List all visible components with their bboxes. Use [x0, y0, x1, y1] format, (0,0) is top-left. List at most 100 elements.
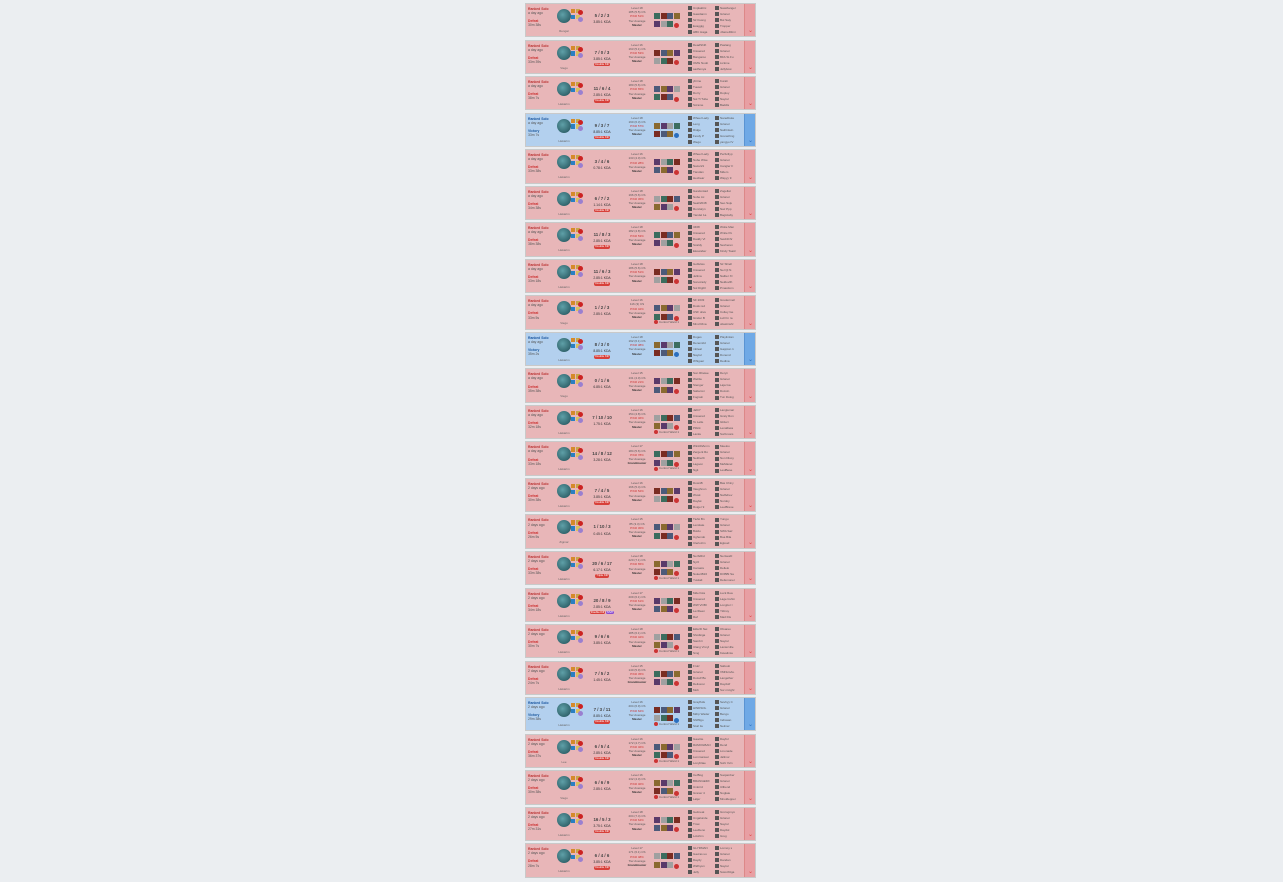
player-entry[interactable]: Lolohim — [688, 833, 715, 839]
player-entry[interactable]: Luck Rea — [715, 590, 742, 596]
smite-spell-icon[interactable] — [575, 703, 580, 708]
player-entry[interactable]: Gredermeil — [715, 297, 742, 303]
item-slot-icon[interactable] — [660, 496, 667, 503]
trinket-icon[interactable] — [673, 644, 679, 650]
flash-spell-icon[interactable] — [571, 812, 576, 817]
item-slot-icon[interactable] — [667, 13, 673, 19]
player-entry[interactable]: Sho/Eiga — [688, 632, 715, 638]
smite-spell-icon[interactable] — [575, 228, 580, 233]
flash-spell-icon[interactable] — [571, 374, 576, 379]
secondary-rune-icon[interactable] — [575, 855, 580, 860]
item-slot-icon[interactable] — [660, 487, 667, 494]
smite-spell-icon[interactable] — [575, 593, 580, 598]
trinket-icon[interactable] — [673, 827, 679, 833]
expand-details-button[interactable]: ⌄ — [744, 734, 755, 768]
secondary-tree-icon[interactable] — [578, 491, 583, 497]
primary-rune-icon[interactable] — [578, 484, 583, 490]
player-entry[interactable]: Cissered — [688, 230, 715, 236]
player-entry[interactable]: Boldu — [688, 528, 715, 534]
player-entry[interactable]: Bas Chiny — [715, 480, 742, 486]
player-entry[interactable]: NaiFinlein — [715, 127, 742, 133]
player-entry[interactable]: Gawdamn — [688, 11, 715, 17]
item-slot-icon[interactable] — [667, 642, 673, 649]
player-entry[interactable]: Sonozady — [688, 279, 715, 285]
primary-rune-icon[interactable] — [578, 229, 583, 235]
flash-spell-icon[interactable] — [571, 556, 576, 562]
secondary-rune-icon[interactable] — [575, 562, 580, 568]
player-entry[interactable]: BFA St.Fu — [715, 54, 742, 60]
item-slot-icon[interactable] — [667, 159, 673, 166]
primary-rune-icon[interactable] — [578, 10, 583, 15]
item-slot-icon[interactable] — [667, 524, 673, 531]
item-slot-icon[interactable] — [654, 670, 660, 677]
smite-spell-icon[interactable] — [575, 520, 580, 525]
item-slot-icon[interactable] — [660, 21, 667, 28]
expand-details-button[interactable]: ⌄ — [744, 296, 755, 329]
item-slot-icon[interactable] — [654, 853, 660, 860]
item-slot-icon[interactable] — [667, 341, 673, 348]
player-entry[interactable]: Ofoareo — [715, 626, 742, 632]
player-entry[interactable]: LeslBese — [715, 467, 742, 473]
player-entry[interactable]: Widhyen — [688, 863, 715, 869]
player-entry[interactable]: Bangaroo — [688, 54, 715, 60]
expand-details-button[interactable]: ⌄ — [744, 807, 755, 841]
player-entry[interactable]: Grianor — [715, 121, 742, 127]
item-slot-icon[interactable] — [673, 13, 680, 19]
flash-spell-icon[interactable] — [571, 630, 576, 635]
player-entry[interactable]: Naltter XI — [715, 273, 742, 279]
secondary-tree-icon[interactable] — [578, 601, 583, 606]
item-slot-icon[interactable] — [667, 57, 673, 64]
expand-details-button[interactable]: ⌄ — [744, 771, 755, 804]
champion-icon[interactable] — [557, 520, 571, 535]
smite-spell-icon[interactable] — [575, 301, 580, 306]
player-entry[interactable]: Mdel Isla — [688, 590, 715, 596]
primary-rune-icon[interactable] — [578, 521, 583, 527]
item-slot-icon[interactable] — [660, 569, 667, 576]
flash-spell-icon[interactable] — [571, 264, 576, 269]
keystone-rune-icon[interactable] — [571, 599, 576, 604]
secondary-tree-icon[interactable] — [578, 674, 583, 680]
secondary-tree-icon[interactable] — [578, 710, 583, 716]
player-entry[interactable]: Jelly — [688, 869, 715, 875]
trinket-icon[interactable] — [673, 352, 679, 358]
item-slot-icon[interactable] — [673, 305, 680, 312]
item-slot-icon[interactable] — [660, 532, 667, 539]
player-entry[interactable]: Vaughnon — [688, 486, 715, 492]
player-entry[interactable]: Langlemar — [715, 407, 742, 413]
player-entry[interactable]: Mdem — [715, 169, 742, 175]
primary-rune-icon[interactable] — [578, 156, 583, 162]
smite-spell-icon[interactable] — [575, 849, 580, 854]
secondary-rune-icon[interactable] — [575, 380, 580, 385]
flash-spell-icon[interactable] — [571, 228, 576, 233]
item-slot-icon[interactable] — [654, 824, 660, 831]
keystone-rune-icon[interactable] — [571, 416, 576, 421]
player-entry[interactable]: Kurali — [715, 78, 742, 84]
keystone-rune-icon[interactable] — [571, 234, 576, 239]
player-entry[interactable]: SotovKliga — [715, 869, 742, 875]
item-slot-icon[interactable] — [654, 341, 660, 348]
item-slot-icon[interactable] — [673, 597, 680, 604]
primary-rune-icon[interactable] — [578, 119, 583, 125]
player-entry[interactable]: Mdrp Wader — [688, 711, 715, 717]
secondary-tree-icon[interactable] — [578, 89, 583, 95]
player-entry[interactable]: Daydol — [715, 827, 742, 833]
trinket-icon[interactable] — [673, 315, 679, 321]
item-slot-icon[interactable] — [660, 86, 667, 93]
player-entry[interactable]: HBC Haga — [688, 29, 715, 35]
flash-spell-icon[interactable] — [571, 483, 576, 489]
player-entry[interactable]: Lenslate — [688, 522, 715, 528]
trinket-icon[interactable] — [673, 461, 679, 467]
item-slot-icon[interactable] — [654, 240, 660, 247]
smite-spell-icon[interactable] — [575, 264, 580, 269]
item-slot-icon[interactable] — [673, 451, 680, 458]
primary-rune-icon[interactable] — [578, 594, 583, 600]
item-slot-icon[interactable] — [660, 853, 667, 860]
item-slot-icon[interactable] — [654, 423, 660, 430]
item-slot-icon[interactable] — [660, 240, 667, 247]
keystone-rune-icon[interactable] — [571, 14, 576, 20]
player-entry[interactable]: Fograin — [688, 394, 715, 400]
player-entry[interactable]: Grianor — [715, 48, 742, 54]
player-entry[interactable]: Grianor — [715, 815, 742, 821]
player-entry[interactable]: Naze/21 — [688, 163, 715, 169]
player-entry[interactable]: Doploy — [715, 90, 742, 96]
